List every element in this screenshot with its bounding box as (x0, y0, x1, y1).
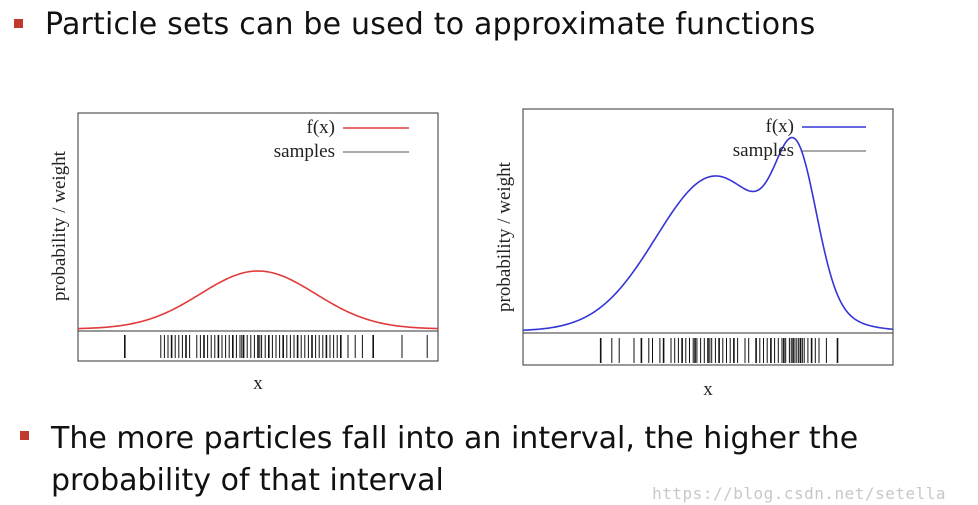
x-axis-label: x (253, 373, 263, 394)
chart-left: f(x) samples x probability / weight (35, 95, 455, 399)
sample-strip (522, 332, 894, 366)
sample-ticks (599, 338, 839, 363)
legend-samples-label: samples (733, 140, 794, 161)
y-axis-label: probability / weight (49, 150, 70, 301)
bullet-marker (20, 431, 29, 440)
x-axis-label: x (703, 379, 713, 400)
chart-right: f(x) samples x probability / weight (480, 95, 910, 409)
sample-strip (77, 330, 439, 362)
plot-frame (522, 108, 894, 334)
bullet-2: The more particles fall into an interval… (20, 418, 951, 502)
sample-ticks (124, 335, 428, 358)
bullet-2-text: The more particles fall into an interval… (51, 421, 859, 498)
chart-left-svg: f(x) samples x probability / weight (49, 112, 439, 394)
y-axis-label: probability / weight (494, 161, 515, 312)
fx-curve (77, 270, 439, 330)
legend-samples-label: samples (274, 141, 335, 162)
legend-fx-label: f(x) (307, 117, 335, 138)
bullet-1: Particle sets can be used to approximate… (14, 8, 815, 42)
plot-frame (77, 112, 439, 332)
bullet-marker (14, 19, 23, 28)
watermark: https://blog.csdn.net/setella (652, 484, 946, 503)
chart-right-svg: f(x) samples x probability / weight (494, 108, 894, 400)
bullet-1-text: Particle sets can be used to approximate… (45, 7, 816, 42)
fx-curve (522, 136, 894, 332)
legend-fx-label: f(x) (766, 116, 794, 137)
